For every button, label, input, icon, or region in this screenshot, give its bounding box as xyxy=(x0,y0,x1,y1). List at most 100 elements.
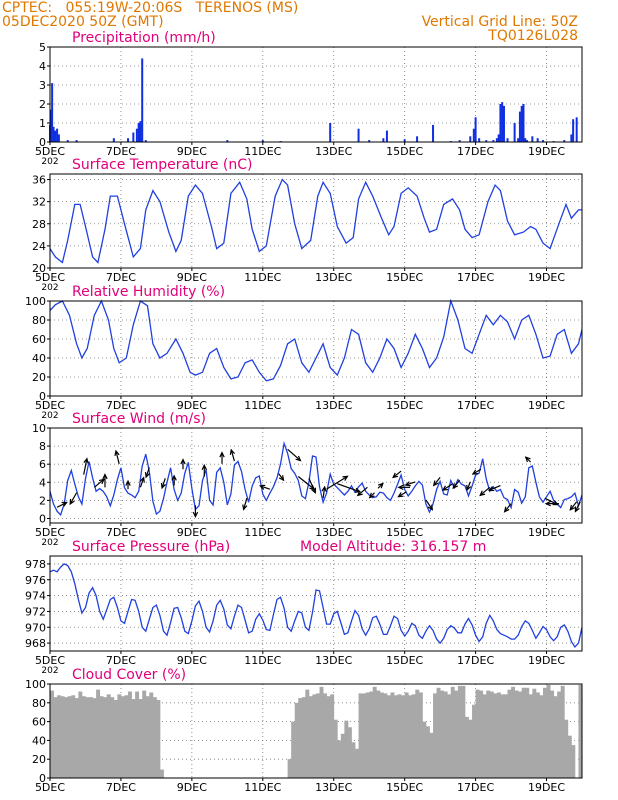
precipitation-bar xyxy=(492,140,495,142)
wind-arrow-shaft xyxy=(287,448,301,461)
cloud-cover-bar xyxy=(344,720,349,778)
pressure-panel: 968 970 972 974 976 978 5DEC 7DEC 9DEC 11DEC 13DEC… xyxy=(25,539,583,676)
cloud-cover-bar xyxy=(408,695,413,778)
precipitation-xtick-label: 13DEC xyxy=(315,145,352,158)
cloud-cover-bar xyxy=(152,697,157,778)
cloud-cover-ytick-label: 100 xyxy=(25,678,46,691)
precipitation-ytick-label: 3 xyxy=(39,79,46,92)
precipitation-bar xyxy=(329,123,332,142)
station-header: CPTEC: 055:19W-20:06S TERENOS (MS) xyxy=(2,0,299,16)
pressure-line xyxy=(49,563,583,649)
precipitation-bar xyxy=(403,139,406,142)
pressure-ytick-label: 976 xyxy=(25,574,46,587)
wind-arrow-head xyxy=(219,451,225,458)
wind-xtick-label: 7DEC xyxy=(106,526,136,539)
precipitation-bar xyxy=(127,138,130,142)
precipitation-bar xyxy=(501,102,504,142)
pressure-ytick-label: 968 xyxy=(25,637,46,650)
cloud-cover-frame xyxy=(49,683,583,779)
wind-arrow-shaft xyxy=(297,476,315,490)
pressure-xtick-label: 7DEC xyxy=(106,654,136,667)
cloud-cover-bar xyxy=(99,696,104,778)
wind-year-stub: 202 xyxy=(41,538,58,548)
wind-arrow-head xyxy=(552,500,559,506)
wind-arrow-head xyxy=(69,498,75,506)
wind-xtick-label: 17DEC xyxy=(457,526,494,539)
wind-arrow-head xyxy=(114,449,120,457)
wind-arrow-head xyxy=(229,448,236,455)
cloud-cover-bar xyxy=(113,699,118,778)
precipitation-bar xyxy=(141,58,144,142)
humidity-ytick-label: 80 xyxy=(32,314,46,327)
wind-title: Surface Wind (m/s) xyxy=(72,411,206,427)
cloud-cover-bar xyxy=(92,698,97,778)
temperature-year-stub: 202 xyxy=(41,283,58,293)
cloud-cover-bar xyxy=(81,696,86,778)
cloud-cover-bar xyxy=(319,686,324,778)
humidity-xtick-label: 17DEC xyxy=(457,399,494,412)
humidity-ytick-label: 20 xyxy=(32,371,46,384)
wind-arrow-shaft xyxy=(322,486,326,499)
cloud-cover-bar xyxy=(571,745,576,778)
cloud-cover-bar xyxy=(386,695,391,778)
wind-arrow xyxy=(356,486,368,497)
cloud-cover-bar xyxy=(287,759,292,778)
wind-arrow-head xyxy=(61,501,68,507)
cloud-cover-bar xyxy=(447,694,452,778)
wind-arrow-head xyxy=(427,504,434,511)
cloud-cover-bar xyxy=(542,687,547,778)
wind-arrow-shaft xyxy=(442,483,453,491)
cloud-cover-bar xyxy=(383,693,388,778)
wind-arrow xyxy=(69,492,78,506)
precipitation-bar xyxy=(518,111,521,142)
cloud-cover-bar xyxy=(312,694,317,778)
cloud-cover-bar xyxy=(479,690,484,778)
wind-arrow-head xyxy=(392,472,399,479)
wind-ytick-label: 10 xyxy=(32,422,46,435)
cloud-cover-ytick-label: 80 xyxy=(32,697,46,710)
wind-arrow-head xyxy=(201,463,207,471)
wind-arrow-head xyxy=(98,478,105,485)
cloud-cover-xtick-label: 7DEC xyxy=(106,781,136,794)
cloud-cover-bar xyxy=(390,692,395,778)
precipitation-bar xyxy=(517,138,520,142)
wind-arrow-shaft xyxy=(398,491,407,498)
wind-arrow xyxy=(102,473,108,488)
cloud-cover-bar xyxy=(358,693,363,778)
cloud-cover-bar xyxy=(394,695,398,778)
wind-arrow-head xyxy=(503,506,510,513)
temperature-xtick-label: 17DEC xyxy=(457,271,494,284)
pressure-xtick-label: 5DEC xyxy=(35,654,65,667)
cloud-cover-ytick-label: 40 xyxy=(32,734,46,747)
pressure-xtick-label: 19DEC xyxy=(528,654,565,667)
humidity-year-stub: 202 xyxy=(41,411,58,421)
cloud-cover-bar xyxy=(85,697,90,778)
wind-arrow xyxy=(377,482,384,489)
precipitation-bar xyxy=(506,138,509,142)
wind-arrow xyxy=(180,458,186,470)
pressure-title: Surface Pressure (hPa) xyxy=(72,539,230,555)
cloud-cover-bar xyxy=(457,685,462,778)
cloud-cover-bar xyxy=(539,695,544,778)
vertical-grid-note: Vertical Grid Line: 50Z xyxy=(421,14,578,30)
precipitation-bar xyxy=(261,140,264,142)
wind-arrow-head xyxy=(102,473,108,480)
precipitation-bar xyxy=(572,119,575,142)
cloud-cover-ytick-label: 60 xyxy=(32,716,46,729)
wind-arrow-head xyxy=(278,475,285,482)
temperature-line xyxy=(49,178,582,264)
precipitation-bar xyxy=(51,83,54,142)
wind-arrow-head xyxy=(397,492,404,498)
wind-arrow xyxy=(219,451,225,464)
cloud-cover-bar xyxy=(468,719,473,778)
cloud-cover-bar xyxy=(355,748,359,778)
temperature-panel: 20 24 28 32 36 5DEC 7DEC 9DEC 11DEC 13DEC 15DEC 17D… xyxy=(32,157,583,293)
temperature-ytick-label: 36 xyxy=(32,174,46,187)
wind-ytick-label: 4 xyxy=(39,476,46,489)
precipitation-bar xyxy=(497,134,500,142)
precipitation-bar xyxy=(137,123,140,142)
wind-arrow xyxy=(397,484,410,491)
cloud-cover-bar xyxy=(159,769,164,778)
wind-arrow-head xyxy=(471,469,478,475)
